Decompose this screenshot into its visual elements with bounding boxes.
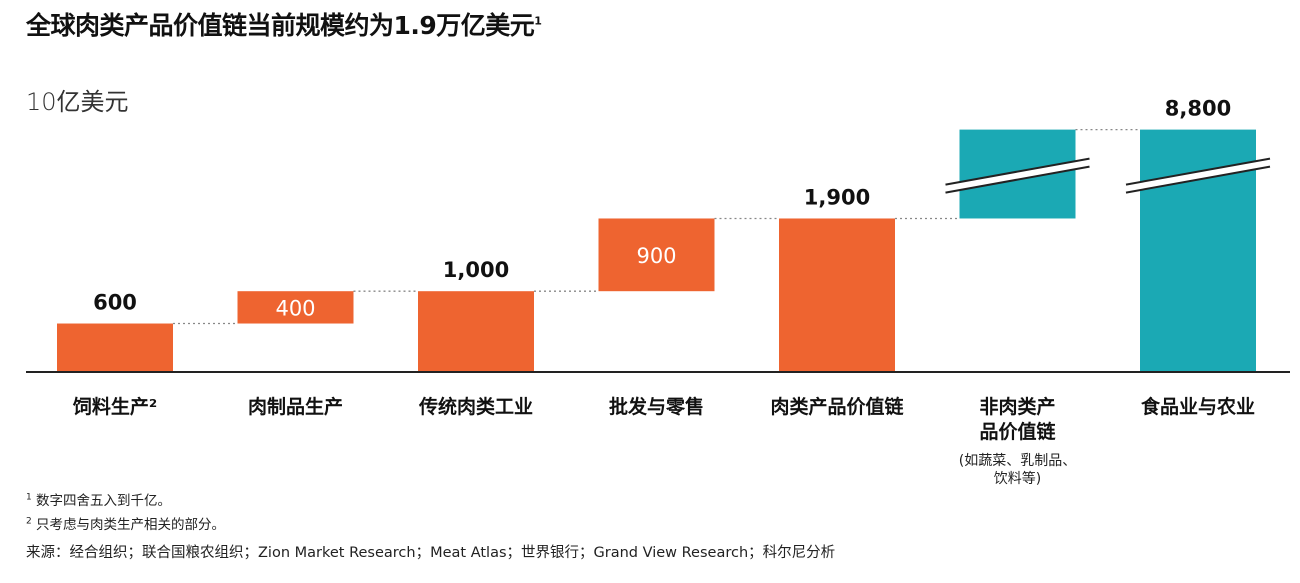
footnote-1: 1 数字四舍五入到千亿。 [26,489,172,510]
title-footnote-marker: 1 [534,14,542,28]
axis-break-line-top-5 [945,157,1090,186]
axis-break-gap-5 [945,158,1090,193]
footnote-1-text: 数字四舍五入到千亿。 [36,493,172,509]
footnote-2-marker: 2 [26,516,32,527]
data-label-0: 600 [93,291,137,315]
axis-break-gap-6 [1126,158,1270,193]
data-label-2: 1,000 [443,258,509,282]
bar-4 [779,218,895,372]
bar-1 [237,291,354,324]
category-label-0-0: 饲料生产² [72,395,157,418]
category-label-2-0: 传统肉类工业 [418,395,533,418]
footnote-1-marker: 1 [26,492,32,503]
footnote-2-text: 只考虑与肉类生产相关的部分。 [36,517,226,533]
bar-2 [418,291,534,372]
data-label-4: 1,900 [804,185,870,209]
category-label-5-0: 非肉类产 [979,395,1055,418]
category-sublabel-0: (如蔬菜、乳制品、 [959,453,1076,469]
category-label-5-1: 品价值链 [979,420,1055,443]
data-label-3: 900 [636,244,676,268]
axis-break-line-bottom-5 [945,165,1090,194]
category-sublabel-1: 饮料等) [994,470,1041,487]
bar-0 [57,323,173,372]
category-label-4-0: 肉类产品价值链 [770,395,903,418]
y-unit-label: 10亿美元 [26,88,129,116]
axis-break-line-bottom-6 [1125,165,1271,194]
data-label-6: 8,800 [1165,97,1231,121]
axis-break-line-top-6 [1125,157,1271,186]
category-label-3-0: 批发与零售 [609,395,704,418]
chart-title: 全球肉类产品价值链当前规模约为1.9万亿美元1 [26,11,542,40]
bar-3 [598,218,715,292]
source-note: 来源：经合组织；联合国粮农组织；Zion Market Research；Mea… [26,545,836,561]
category-label-1-0: 肉制品生产 [248,395,343,418]
category-label-6-0: 食品业与农业 [1141,395,1255,418]
footnote-2: 2 只考虑与肉类生产相关的部分。 [26,513,226,534]
data-label-1: 400 [275,296,315,320]
